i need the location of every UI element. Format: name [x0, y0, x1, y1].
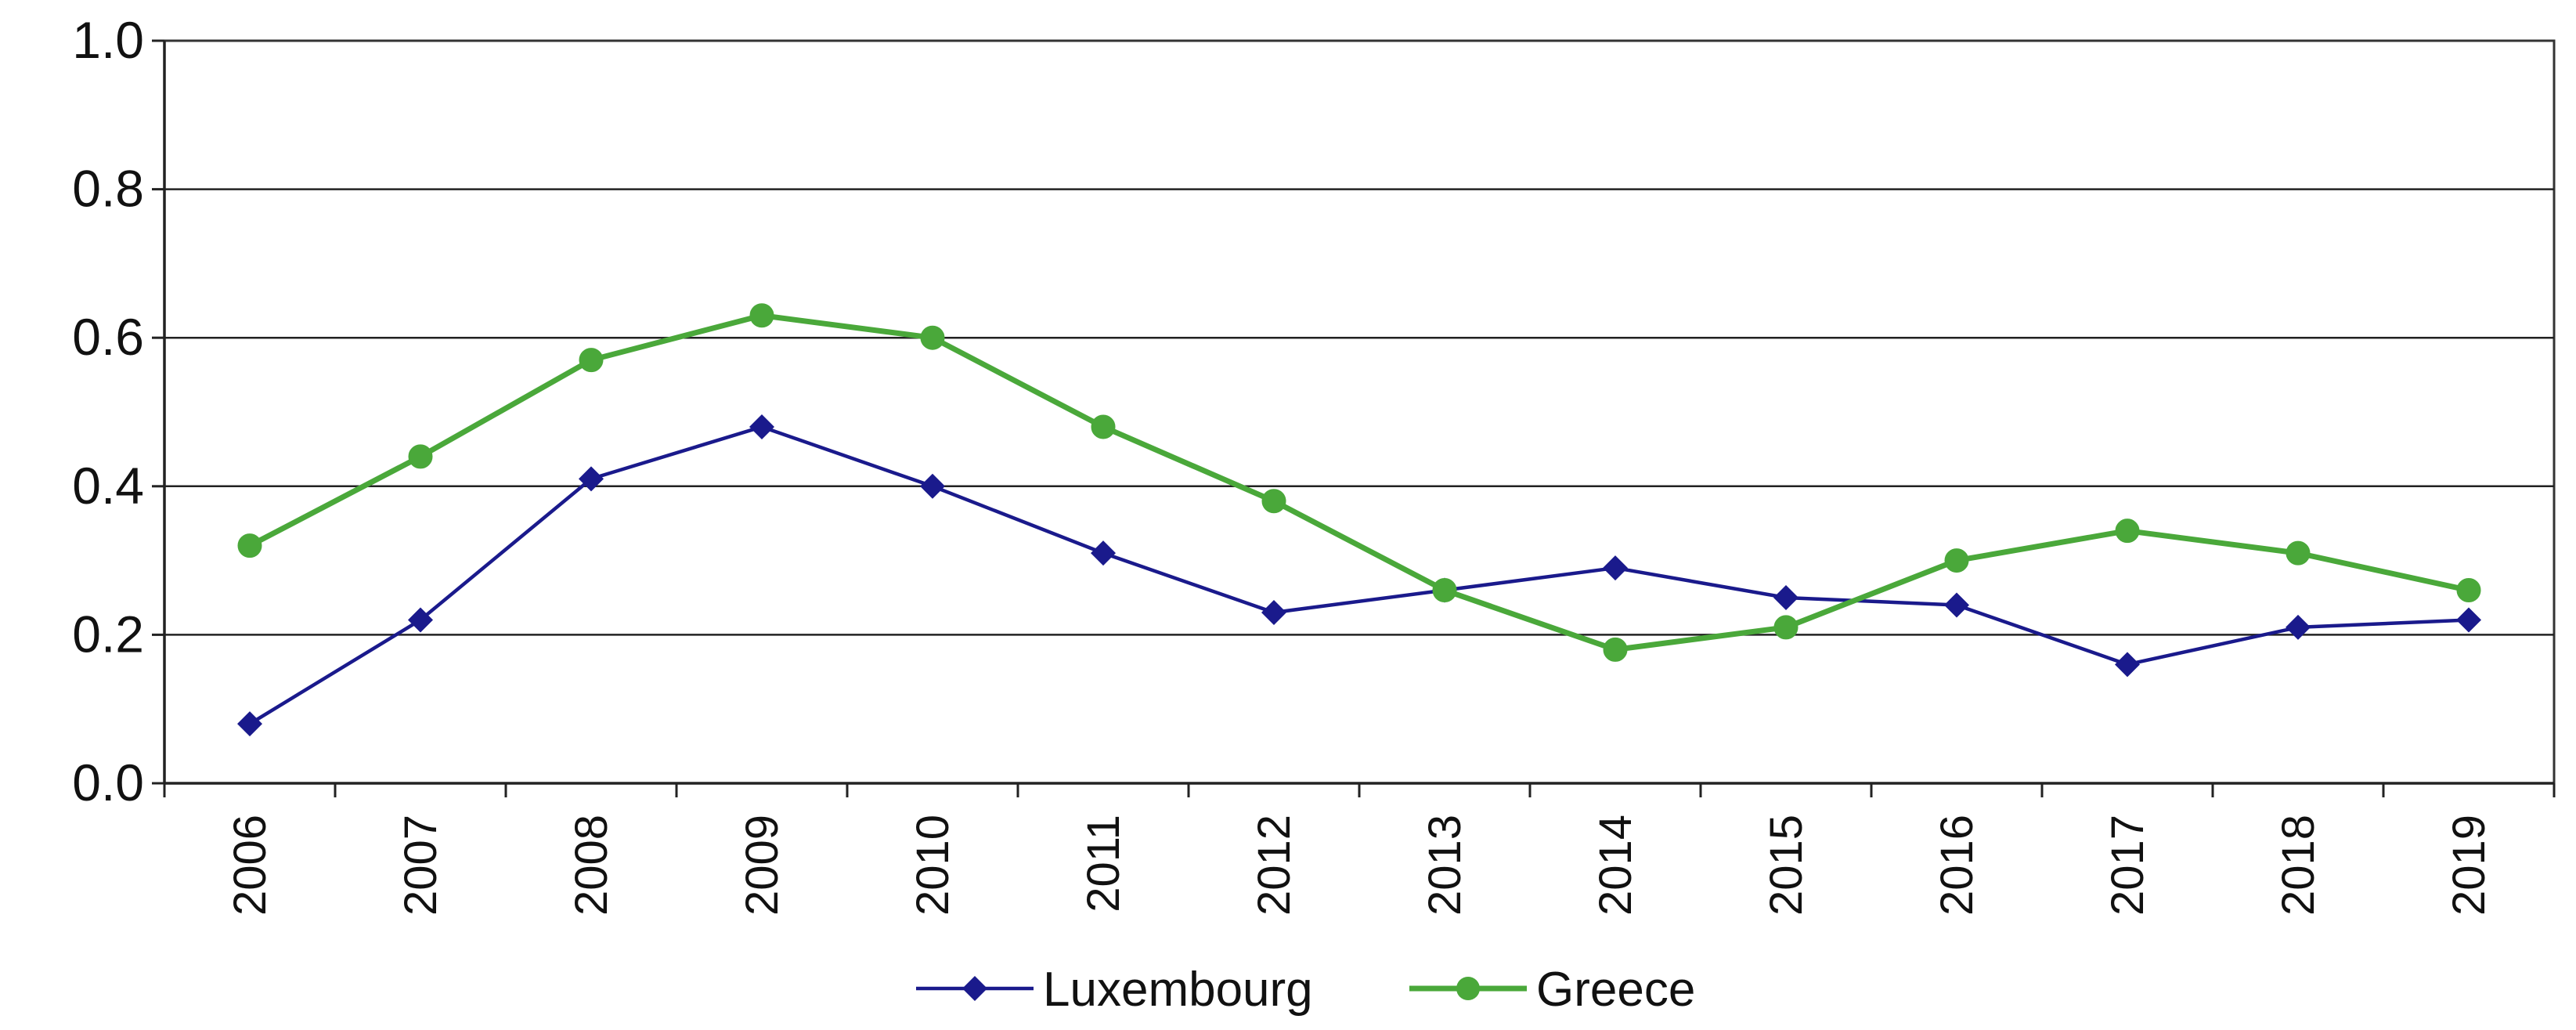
- x-tick-label: 2019: [2444, 815, 2495, 916]
- y-tick-label: 0.0: [72, 754, 144, 811]
- x-tick-label: 2016: [1932, 815, 1983, 916]
- legend-marker-greece: [1456, 977, 1480, 1000]
- data-point-luxembourg: [237, 711, 262, 737]
- data-point-luxembourg: [749, 414, 774, 439]
- data-point-greece: [579, 348, 604, 373]
- x-tick-label: 2008: [566, 815, 617, 916]
- x-tick-label: 2013: [1420, 815, 1470, 916]
- x-tick-label: 2015: [1761, 815, 1812, 916]
- y-tick-label: 0.4: [72, 457, 144, 515]
- data-point-greece: [1261, 489, 1286, 514]
- y-tick-label: 1.0: [72, 11, 144, 69]
- x-tick-label: 2011: [1078, 815, 1129, 913]
- data-point-greece: [408, 444, 433, 469]
- data-point-greece: [920, 325, 945, 350]
- x-tick-label: 2006: [225, 815, 276, 916]
- data-point-greece: [1773, 615, 1799, 640]
- legend-label-luxembourg: Luxembourg: [1043, 963, 1313, 1017]
- data-point-luxembourg: [1261, 599, 1286, 625]
- legend-marker-luxembourg: [962, 976, 987, 1001]
- data-point-luxembourg: [2286, 614, 2311, 640]
- series-layer: [237, 303, 2481, 737]
- series-line-luxembourg: [248, 425, 2470, 726]
- legend: Luxembourg Greece: [916, 963, 1695, 1017]
- axis-layer: 0.0 0.2 0.4 0.6 0.8 1.0 2006 2007 2008 2009 2010 20…: [72, 11, 2556, 916]
- data-point-luxembourg: [579, 466, 604, 492]
- y-tick-label: 0.6: [72, 308, 144, 366]
- x-tick-label: 2014: [1590, 815, 1641, 916]
- data-point-greece: [237, 533, 262, 558]
- data-point-greece: [2115, 519, 2140, 544]
- data-point-luxembourg: [920, 473, 945, 499]
- data-point-luxembourg: [2456, 607, 2481, 633]
- x-tick-label: 2009: [737, 815, 788, 916]
- x-tick-label: 2017: [2102, 815, 2153, 916]
- plot-area-border: [163, 39, 2556, 785]
- data-point-greece: [1603, 637, 1628, 662]
- data-point-greece: [1432, 578, 1457, 603]
- data-point-greece: [749, 303, 774, 328]
- legend-label-greece: Greece: [1536, 963, 1695, 1017]
- data-point-luxembourg: [1091, 540, 1116, 566]
- data-point-greece: [1944, 548, 1969, 573]
- data-point-luxembourg: [1773, 585, 1799, 610]
- y-tick-label: 0.8: [72, 160, 144, 218]
- data-point-greece: [2286, 540, 2311, 566]
- x-tick-label: 2012: [1249, 815, 1300, 916]
- data-point-luxembourg: [1603, 555, 1628, 581]
- data-point-greece: [1091, 414, 1116, 439]
- grid-layer: [163, 39, 2556, 785]
- data-point-luxembourg: [408, 607, 433, 633]
- data-point-luxembourg: [1944, 592, 1969, 618]
- x-tick-label: 2010: [907, 815, 958, 916]
- y-tick-label: 0.2: [72, 605, 144, 663]
- data-point-luxembourg: [2115, 652, 2140, 678]
- series-line-greece: [248, 313, 2470, 652]
- x-tick-label: 2018: [2273, 815, 2324, 916]
- x-tick-label: 2007: [395, 815, 446, 916]
- data-point-greece: [2456, 578, 2481, 603]
